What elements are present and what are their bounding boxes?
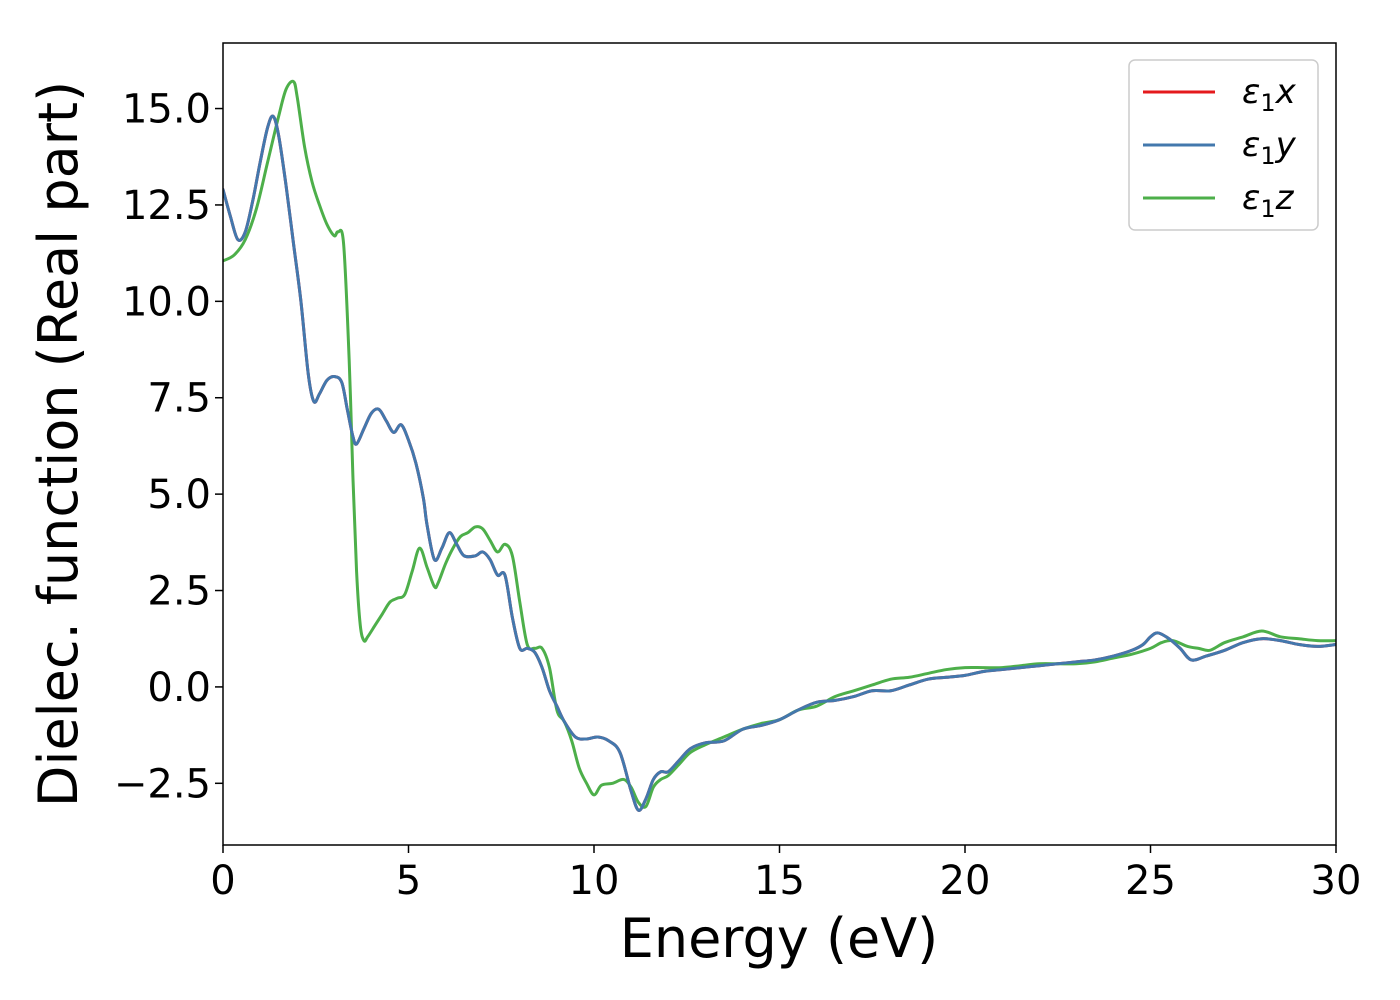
y-axis-title: Dielec. function (Real part) bbox=[27, 81, 90, 807]
legend: ε1x ε1y ε1z bbox=[1128, 59, 1319, 231]
x-tick-label: 0 bbox=[210, 858, 235, 904]
x-tick-label: 25 bbox=[1125, 858, 1176, 904]
legend-entry-z: ε1z bbox=[1143, 178, 1295, 223]
legend-entries: ε1x ε1y ε1z bbox=[1143, 72, 1297, 223]
y-tick-label: 5.0 bbox=[147, 472, 211, 518]
legend-entry-x: ε1x bbox=[1143, 72, 1297, 117]
legend-label: ε1y bbox=[1242, 125, 1297, 170]
legend-label: ε1x bbox=[1242, 72, 1297, 117]
y-tick-label: −2.5 bbox=[114, 761, 211, 807]
series-layer bbox=[223, 79, 1336, 812]
x-tick-label: 20 bbox=[940, 858, 991, 904]
series-line-y bbox=[223, 114, 1336, 812]
x-tick-label: 10 bbox=[569, 858, 620, 904]
y-axis: −2.5 0.0 2.5 5.0 7.5 10.0 12.5 15.0 bbox=[114, 87, 223, 807]
x-axis-title: Energy (eV) bbox=[620, 907, 939, 970]
legend-box bbox=[1128, 59, 1319, 231]
x-tick-label: 15 bbox=[754, 858, 805, 904]
y-tick-label: 2.5 bbox=[147, 569, 211, 615]
legend-entry-y: ε1y bbox=[1143, 125, 1297, 170]
y-tick-label: 0.0 bbox=[147, 665, 211, 711]
y-tick-label: 7.5 bbox=[147, 376, 211, 422]
y-tick-label: 12.5 bbox=[122, 183, 211, 229]
y-tick-label: 10.0 bbox=[122, 279, 211, 325]
x-tick-label: 5 bbox=[396, 858, 421, 904]
y-tick-label: 15.0 bbox=[122, 87, 211, 133]
legend-label: ε1z bbox=[1242, 178, 1295, 223]
x-tick-label: 30 bbox=[1311, 858, 1362, 904]
x-axis: 0 5 10 15 20 25 30 bbox=[210, 845, 1361, 904]
